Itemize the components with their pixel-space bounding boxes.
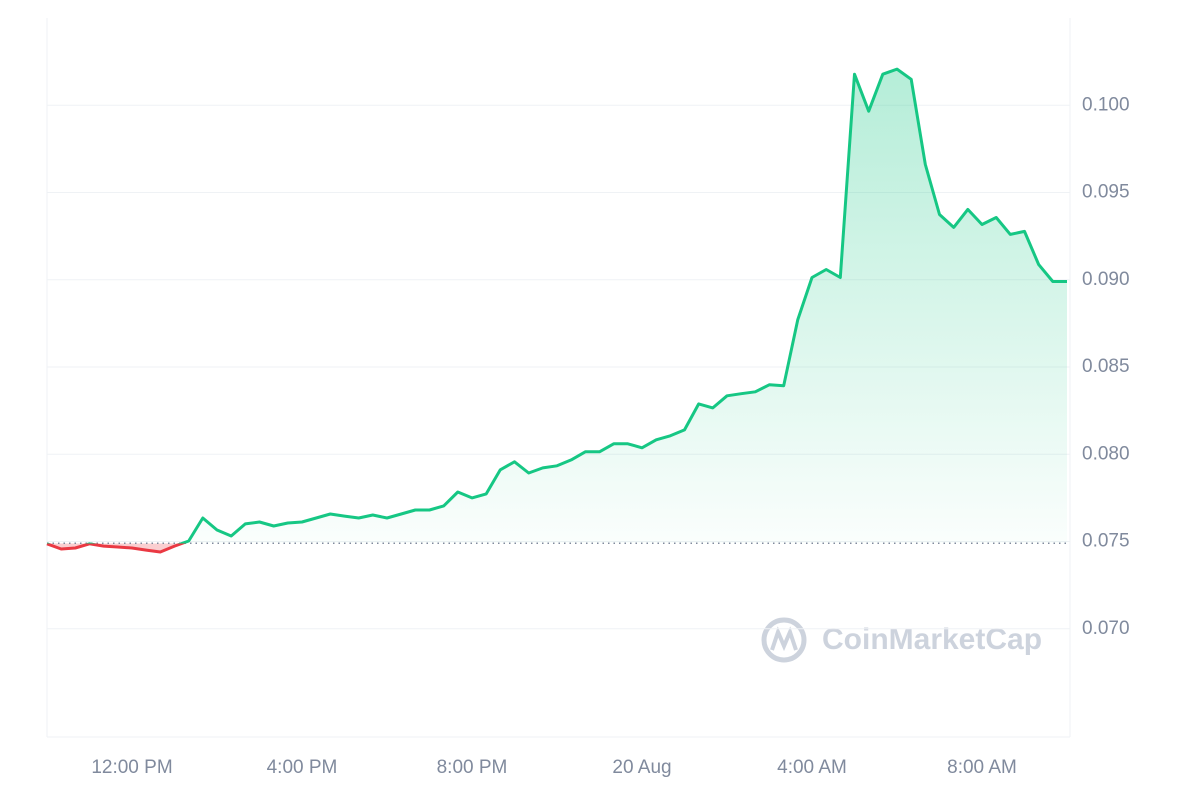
y-tick-label: 0.075 bbox=[1082, 531, 1130, 552]
x-tick-label: 20 Aug bbox=[612, 757, 671, 778]
watermark-logo bbox=[761, 617, 807, 663]
x-tick-label: 12:00 PM bbox=[91, 757, 172, 778]
y-tick-label: 0.095 bbox=[1082, 182, 1130, 203]
price-area bbox=[47, 69, 1067, 552]
watermark-logo-m bbox=[770, 626, 798, 652]
watermark: CoinMarketCap bbox=[761, 617, 1042, 663]
y-tick-label: 0.100 bbox=[1082, 94, 1130, 115]
y-tick-label: 0.090 bbox=[1082, 269, 1130, 290]
x-tick-label: 8:00 AM bbox=[947, 757, 1017, 778]
price-line bbox=[46, 67, 1067, 554]
y-tick-label: 0.085 bbox=[1082, 356, 1130, 377]
x-tick-label: 8:00 PM bbox=[437, 757, 508, 778]
y-tick-label: 0.070 bbox=[1082, 618, 1130, 639]
x-tick-label: 4:00 AM bbox=[777, 757, 847, 778]
x-tick-label: 4:00 PM bbox=[267, 757, 338, 778]
watermark-text: CoinMarketCap bbox=[822, 623, 1042, 656]
y-tick-label: 0.080 bbox=[1082, 443, 1130, 464]
